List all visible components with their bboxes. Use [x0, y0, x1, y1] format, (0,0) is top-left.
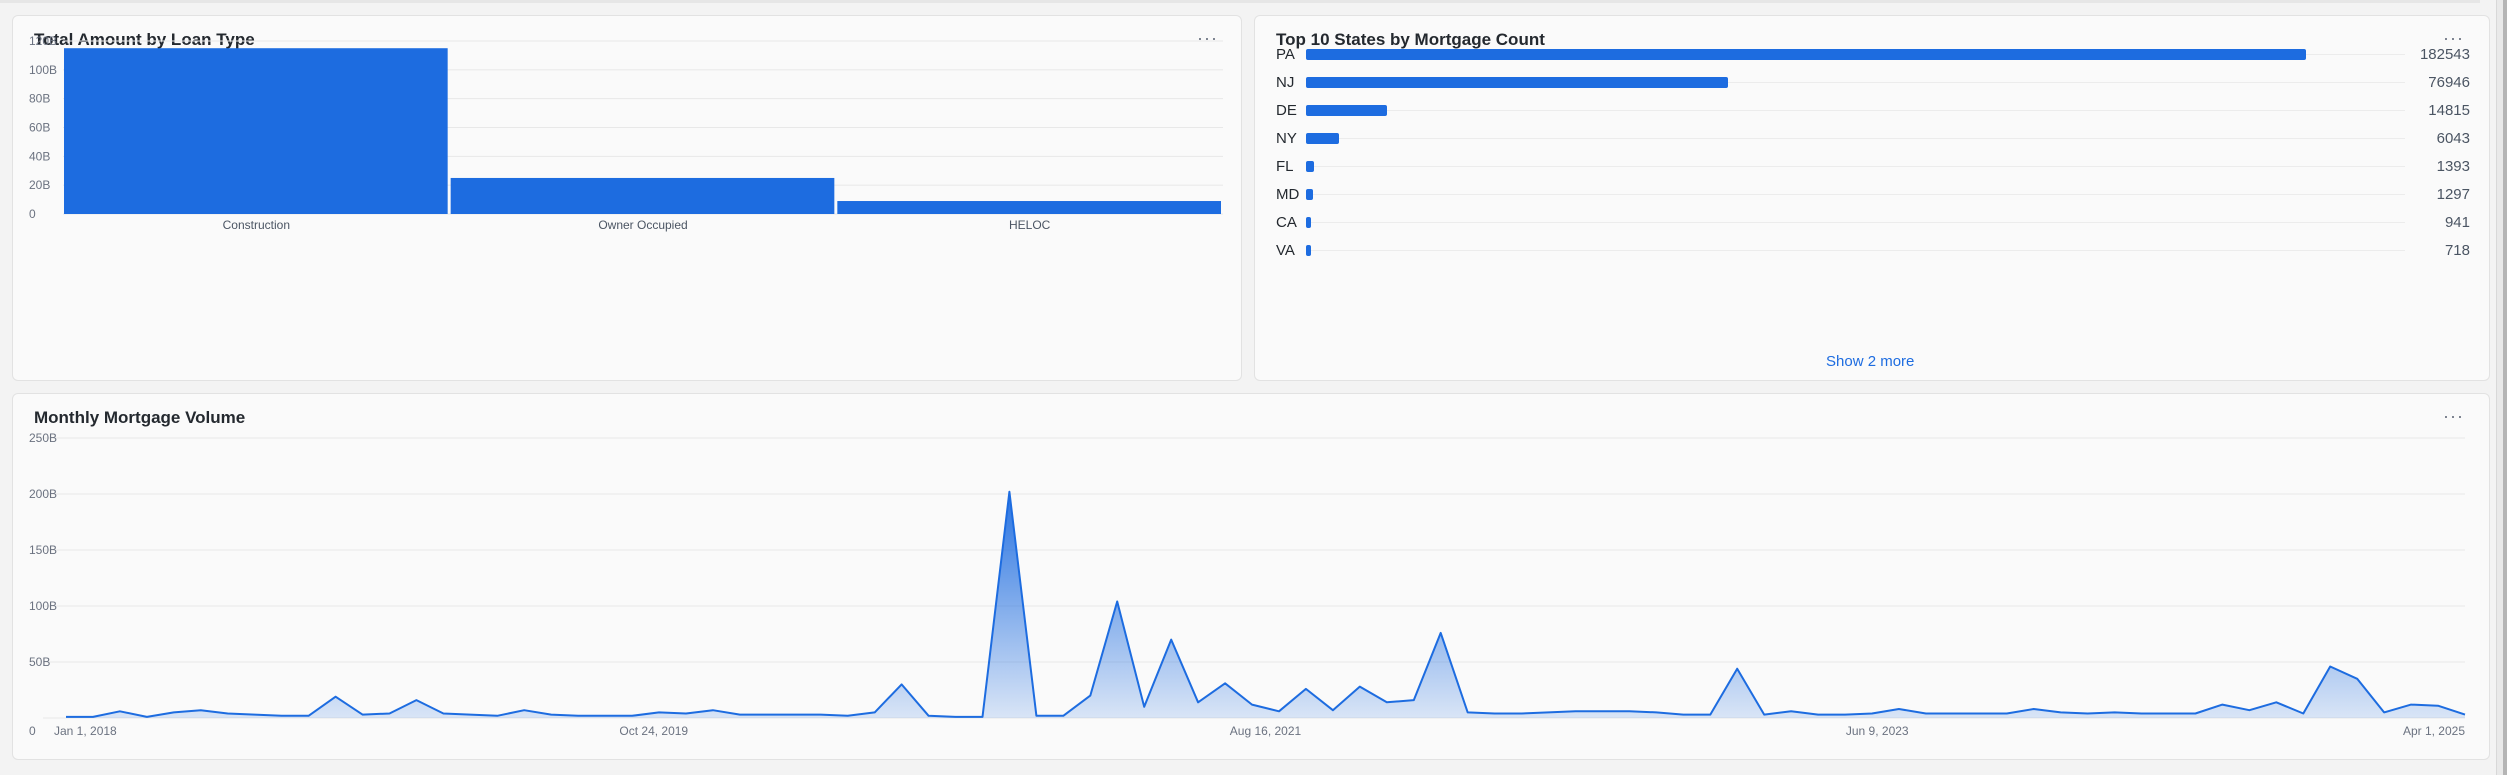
state-label: VA [1276, 242, 1295, 259]
y-tick-label: 100B [29, 63, 57, 77]
bar-track [1306, 138, 2405, 139]
card-title: Total Amount by Loan Type [34, 30, 255, 49]
state-value: 718 [2444, 242, 2470, 259]
state-label: NJ [1276, 74, 1295, 91]
state-value: 941 [2444, 214, 2470, 231]
loan-type-card: Total Amount by Loan Type ··· 0 20B 40B 60B… [12, 15, 1242, 381]
state-value: 182543 [2419, 46, 2470, 63]
y-tick-label: 250B [29, 431, 57, 445]
card-title: Top 10 States by Mortgage Count [1276, 30, 1545, 49]
state-bar[interactable] [1306, 245, 1311, 256]
top-divider [0, 0, 2480, 3]
bar-track [1306, 110, 2405, 111]
scrollbar-thumb[interactable] [2503, 0, 2507, 775]
scrollbar[interactable] [2496, 0, 2507, 775]
y-tick-label: 20B [29, 178, 50, 192]
state-label: CA [1276, 214, 1297, 231]
x-tick-label: Construction [223, 218, 290, 232]
area-fill [66, 491, 2465, 718]
state-value: 1297 [2436, 186, 2470, 203]
x-tick-label: HELOC [1009, 218, 1051, 232]
state-label: DE [1276, 102, 1297, 119]
state-bar[interactable] [1306, 49, 2306, 60]
state-bar[interactable] [1306, 189, 1314, 200]
bar-track [1306, 82, 2405, 83]
x-tick-label: Apr 1, 2025 [2403, 724, 2465, 738]
state-bar[interactable] [1306, 105, 1388, 116]
more-options-icon[interactable]: ··· [1197, 28, 1218, 48]
series-line[interactable] [66, 490, 2466, 718]
state-bar[interactable] [1306, 161, 1314, 172]
more-options-icon[interactable]: ··· [2443, 28, 2464, 48]
bar[interactable] [837, 201, 1221, 214]
state-value: 76946 [2428, 74, 2470, 91]
loan-type-bar-chart: 0 20B 40B 60B 80B 100B 120B Construction Owner O… [29, 34, 1223, 232]
state-value: 6043 [2436, 130, 2470, 147]
bar-track [1306, 166, 2405, 167]
bar[interactable] [450, 177, 835, 214]
y-tick-label: 100B [29, 599, 57, 613]
x-tick-label: Aug 16, 2021 [1230, 724, 1302, 738]
state-value: 1393 [2436, 158, 2470, 175]
show-more-link[interactable]: Show 2 more [1826, 353, 1915, 370]
monthly-volume-area-chart: 0 50B 100B 150B 200B 250B Jan 1, 2018 Oct 24, 2… [29, 431, 2466, 738]
bar-track [1306, 222, 2405, 223]
card-title: Monthly Mortgage Volume [34, 408, 246, 427]
bar-track [1306, 250, 2405, 251]
y-tick-label: 80B [29, 92, 50, 106]
y-tick-label: 150B [29, 543, 57, 557]
state-label: FL [1276, 158, 1294, 175]
more-options-icon[interactable]: ··· [2443, 406, 2464, 426]
bar-track [1306, 194, 2405, 195]
state-bar[interactable] [1306, 133, 1340, 144]
x-tick-label: Jun 9, 2023 [1846, 724, 1909, 738]
state-label: PA [1276, 46, 1295, 63]
state-label: MD [1276, 186, 1300, 203]
y-tick-label: 0 [29, 207, 36, 221]
x-tick-label: Oct 24, 2019 [619, 724, 688, 738]
y-tick-label: 50B [29, 655, 50, 669]
states-card: Top 10 States by Mortgage Count ··· PA 18… [1254, 15, 2490, 381]
y-tick-label: 0 [29, 724, 36, 738]
state-value: 14815 [2428, 102, 2470, 119]
state-label: NY [1276, 130, 1297, 147]
y-tick-label: 40B [29, 149, 50, 163]
state-bar[interactable] [1306, 77, 1728, 88]
monthly-volume-card: Monthly Mortgage Volume ··· 0 50B 100B 150B… [12, 393, 2490, 760]
x-tick-label: Jan 1, 2018 [54, 724, 117, 738]
bar[interactable] [64, 48, 448, 215]
y-tick-label: 120B [29, 34, 57, 48]
y-tick-label: 200B [29, 487, 57, 501]
x-tick-label: Owner Occupied [598, 218, 687, 232]
state-bar[interactable] [1306, 217, 1312, 228]
y-tick-label: 60B [29, 121, 50, 135]
